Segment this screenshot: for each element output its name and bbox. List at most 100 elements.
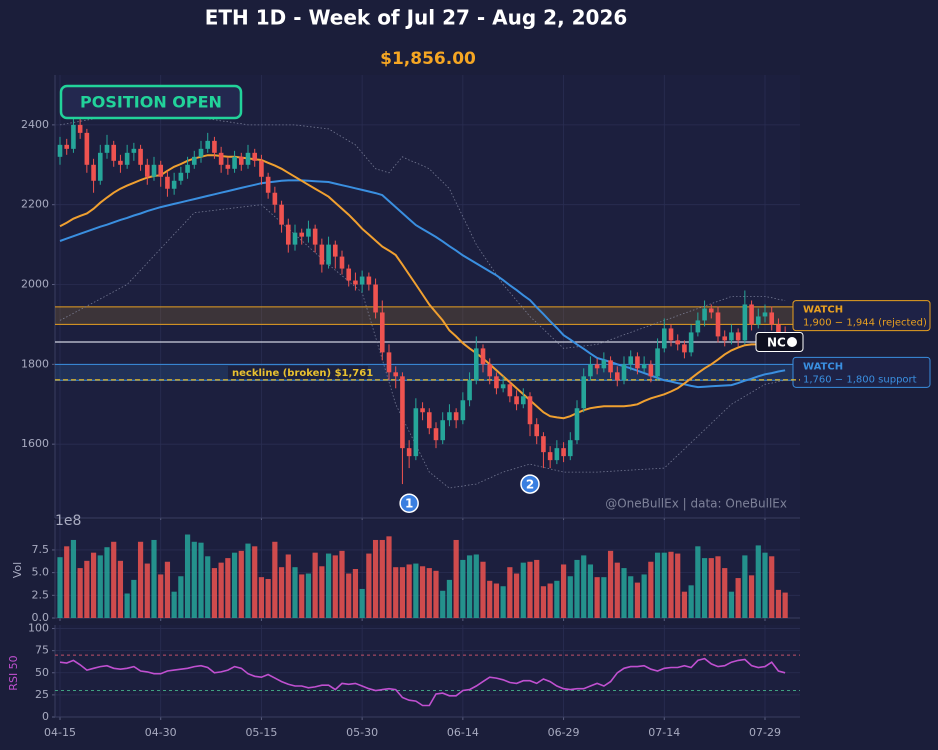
volume-bar <box>151 539 157 618</box>
volume-bar <box>594 577 600 618</box>
line <box>59 179 786 389</box>
candle-body <box>735 332 741 341</box>
candle-body <box>400 376 405 449</box>
candle-body <box>245 152 251 165</box>
volume-bar <box>158 574 164 618</box>
candle-body <box>420 408 425 413</box>
candle-body <box>702 308 707 321</box>
volume-bar <box>567 576 573 618</box>
x-tick-label: 06-14 <box>447 726 479 739</box>
candle-body <box>212 140 217 153</box>
candle-body <box>279 204 284 225</box>
volume-bar <box>507 567 513 618</box>
candle-body <box>158 164 164 177</box>
volume-bar <box>117 560 124 618</box>
candle-body <box>111 144 117 161</box>
candle-body <box>661 328 667 349</box>
candle-body <box>359 276 365 285</box>
volume-bar <box>352 569 359 618</box>
volume-bar <box>225 558 231 618</box>
volume-bar <box>191 541 197 618</box>
volume-bar <box>520 562 526 618</box>
volume-bar <box>57 557 63 618</box>
volume-bar <box>312 552 318 618</box>
volume-bar <box>211 568 218 618</box>
candle-body <box>332 244 338 257</box>
offset-label: 1e8 <box>55 513 81 529</box>
volume-bar <box>252 546 258 618</box>
candle-body <box>319 244 325 265</box>
volume-bar <box>769 556 775 618</box>
rsi-line <box>59 657 786 707</box>
candle-body <box>144 164 150 177</box>
y-tick-label: 50 <box>35 666 49 679</box>
candle-body <box>514 396 519 405</box>
volume-bar <box>90 552 97 618</box>
volume-bar <box>681 591 688 618</box>
volume-bar <box>184 534 191 618</box>
candle-body <box>440 420 446 441</box>
candle-body <box>447 412 452 421</box>
volume-bar <box>775 589 782 618</box>
x-tick-label: 05-30 <box>346 726 378 739</box>
volume-bar <box>527 561 533 618</box>
candle-body <box>57 144 63 157</box>
volume-bar <box>466 555 473 618</box>
candle-body <box>762 312 768 317</box>
volume-bar <box>346 573 352 618</box>
volume-bar <box>628 576 634 618</box>
volume-bar <box>480 561 486 618</box>
volume-bar <box>621 568 627 618</box>
volume-bar <box>688 585 694 618</box>
candle-body <box>77 124 83 133</box>
y-tick-label: 2200 <box>21 198 49 211</box>
volume-bar <box>144 563 150 618</box>
volume-bar <box>661 552 667 618</box>
y-tick-label: 25 <box>35 688 49 701</box>
level-label-box <box>228 365 368 379</box>
volume-bar <box>755 545 761 618</box>
volume-bar <box>406 564 412 618</box>
candle-body <box>688 332 694 353</box>
candle-body <box>165 176 170 189</box>
candle-body <box>601 360 607 369</box>
candle-body <box>84 132 90 165</box>
volume-bar <box>534 559 540 618</box>
candle-body <box>500 384 506 389</box>
candle-body <box>473 348 479 381</box>
volume-bar <box>440 590 446 618</box>
volume-bar <box>654 552 661 618</box>
candle-body <box>614 372 620 381</box>
volume-bar <box>426 568 432 618</box>
candle-body <box>581 376 587 409</box>
x-tick-label: 07-29 <box>749 726 781 739</box>
volume-bar <box>446 579 453 618</box>
candle-body <box>480 348 486 365</box>
candle-body <box>393 372 399 377</box>
candle-body <box>299 232 305 237</box>
volume-bar <box>493 583 500 618</box>
candle-body <box>453 412 459 421</box>
zone-title: WATCH <box>803 361 843 372</box>
candle-body <box>520 396 526 405</box>
volume-bar <box>171 591 177 618</box>
price-tag: NC <box>767 335 786 349</box>
marker-label: 2 <box>526 478 534 492</box>
volume-bar <box>131 579 137 618</box>
volume-bar <box>124 593 130 618</box>
volume-bar <box>641 574 647 618</box>
candle-body <box>185 164 190 173</box>
candle-body <box>265 176 271 193</box>
volume-bar <box>366 553 372 618</box>
volume-bar <box>292 567 298 618</box>
y-tick-label: 7.5 <box>32 543 50 556</box>
volume-bar <box>111 541 117 618</box>
candle-body <box>742 304 748 341</box>
candle-body <box>406 448 412 457</box>
line <box>59 154 786 420</box>
candle-body <box>534 424 540 437</box>
x-tick-label: 04-30 <box>145 726 177 739</box>
candle-body <box>178 172 184 181</box>
candle-body <box>641 364 647 369</box>
volume-bar <box>372 539 379 618</box>
